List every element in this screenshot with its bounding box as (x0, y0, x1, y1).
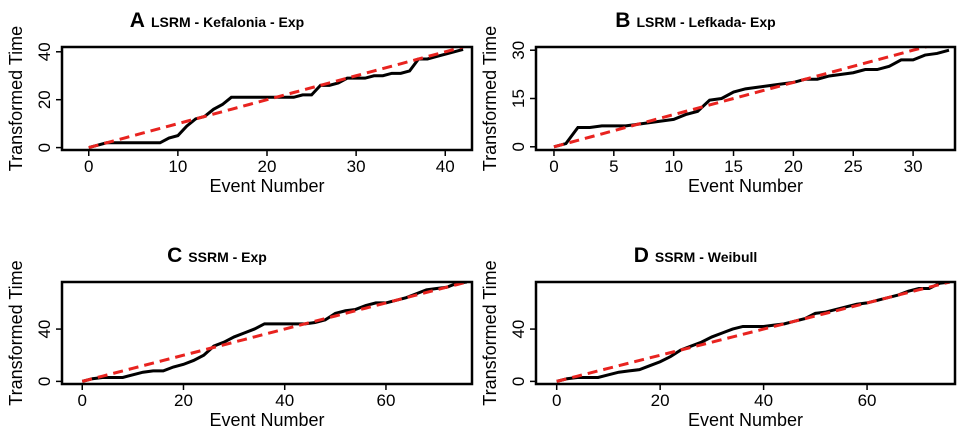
y-tick-label: 0 (509, 377, 528, 386)
x-tick-label: 20 (258, 157, 277, 176)
x-axis-label: Event Number (688, 410, 803, 430)
y-axis-label: Transformed Time (6, 26, 26, 171)
series-line (88, 47, 464, 150)
panel-title: C SSRM - Exp (167, 244, 267, 267)
panel-letter: B (615, 9, 630, 32)
plot-frame (60, 280, 474, 386)
x-axis-label: Event Number (688, 176, 803, 196)
x-tick-label: 40 (754, 391, 773, 410)
x-tick-label: 5 (609, 157, 618, 176)
panel-letter: C (167, 244, 182, 267)
y-tick-label: 30 (509, 41, 528, 60)
y-axis-label: Transformed Time (6, 260, 26, 405)
panel-title-text: SSRM - Weibull (655, 249, 757, 265)
x-tick-label: 0 (549, 157, 558, 176)
y-tick-label: 20 (35, 90, 54, 109)
plot-frame (534, 280, 957, 386)
x-tick-label: 40 (436, 157, 455, 176)
x-tick-label: 20 (174, 391, 193, 410)
panel-title: B LSRM - Lefkada- Exp (615, 9, 775, 32)
x-tick-label: 15 (724, 157, 743, 176)
series-line (556, 282, 951, 383)
panel-title-text: LSRM - Lefkada- Exp (636, 14, 775, 30)
panel-title-text: LSRM - Kefalonia - Exp (151, 14, 304, 30)
y-tick-label: 40 (35, 320, 54, 339)
x-tick-label: 0 (78, 391, 87, 410)
y-tick-label: 15 (509, 89, 528, 108)
series-line (553, 47, 931, 149)
x-tick-label: 25 (844, 157, 863, 176)
panel-title: D SSRM - Weibull (634, 244, 758, 267)
x-tick-label: 30 (347, 157, 366, 176)
series-line (553, 48, 950, 149)
panel-letter: D (634, 244, 649, 267)
y-tick-label: 0 (509, 142, 528, 151)
x-tick-label: 0 (84, 157, 93, 176)
panel-title: A LSRM - Kefalonia - Exp (130, 9, 304, 32)
plot-frame (534, 45, 957, 152)
x-axis-label: Event Number (209, 410, 324, 430)
y-tick-label: 0 (35, 377, 54, 386)
x-tick-label: 60 (858, 391, 877, 410)
y-axis-label: Transformed Time (480, 260, 500, 405)
y-tick-label: 0 (35, 143, 54, 152)
x-axis-label: Event Number (209, 176, 324, 196)
series-line (81, 282, 468, 383)
x-tick-label: 10 (664, 157, 683, 176)
y-tick-label: 40 (35, 42, 54, 61)
y-tick-label: 40 (509, 320, 528, 339)
x-tick-label: 20 (784, 157, 803, 176)
x-tick-label: 0 (552, 391, 561, 410)
x-tick-label: 60 (376, 391, 395, 410)
x-tick-label: 10 (168, 157, 187, 176)
x-tick-label: 20 (651, 391, 670, 410)
panel-title-text: SSRM - Exp (188, 249, 267, 265)
x-tick-label: 30 (904, 157, 923, 176)
panel-letter: A (130, 9, 145, 32)
x-tick-label: 40 (275, 391, 294, 410)
y-axis-label: Transformed Time (480, 26, 500, 171)
series-line (81, 282, 468, 383)
